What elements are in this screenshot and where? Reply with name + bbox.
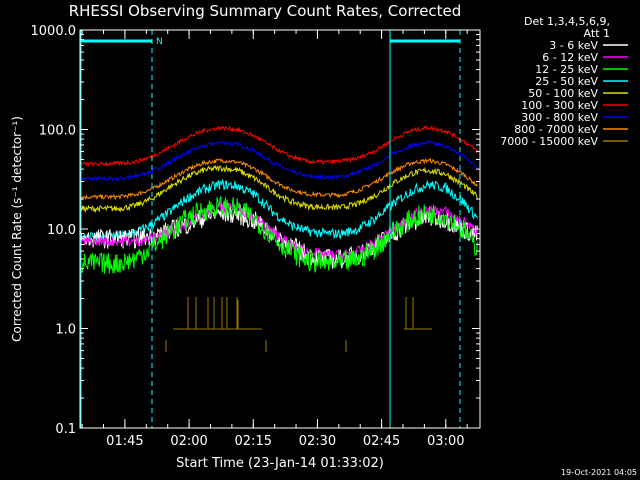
legend-entry: 800 - 7000 keV <box>514 123 598 136</box>
x-tick-label: 02:15 <box>235 434 272 449</box>
legend-entry: 50 - 100 keV <box>528 87 598 100</box>
y-axis-label: Corrected Count Rate (s⁻¹ detector⁻¹) <box>10 116 24 342</box>
y-axis: 0.1 1.0 10.0 100.0 1000.0 <box>31 24 480 437</box>
plot-area: N <box>79 30 478 428</box>
plot-frame <box>79 29 481 429</box>
series-line-800-7000keV <box>79 157 478 201</box>
night-marker-label: N <box>156 37 163 47</box>
legend-entry: 300 - 800 keV <box>521 111 598 124</box>
x-tick-label: 02:00 <box>170 434 207 449</box>
legend-entry: 100 - 300 keV <box>521 99 598 112</box>
legend-header: Det 1,3,4,5,6,9, <box>524 15 610 28</box>
series-line-50-100keV <box>79 164 478 214</box>
y-tick-label: 1.0 <box>55 323 76 338</box>
x-tick-label: 01:45 <box>106 434 143 449</box>
legend-entry: 3 - 6 keV <box>549 39 598 52</box>
x-axis-label: Start Time (23-Jan-14 01:33:02) <box>176 456 384 471</box>
footer-date: 19-Oct-2021 04:05 <box>561 468 637 477</box>
legend-header: Att 1 <box>584 27 610 40</box>
legend-entry: 7000 - 15000 keV <box>500 135 598 148</box>
y-tick-label: 10.0 <box>47 223 76 238</box>
legend-entry: 6 - 12 keV <box>542 51 598 64</box>
series-line-25-50keV <box>79 178 478 242</box>
y-tick-label: 0.1 <box>55 422 76 437</box>
x-axis: 01:45 02:00 02:15 02:30 02:45 03:00 <box>81 30 468 449</box>
y-tick-label: 1000.0 <box>31 24 77 39</box>
y-tick-label: 100.0 <box>39 124 76 139</box>
series-line-12-25keV <box>79 196 478 274</box>
chart-title: RHESSI Observing Summary Count Rates, Co… <box>69 2 462 20</box>
legend-entry: 12 - 25 keV <box>535 63 598 76</box>
x-tick-label: 03:00 <box>427 434 464 449</box>
legend-entry: 25 - 50 keV <box>535 75 598 88</box>
x-tick-label: 02:30 <box>299 434 336 449</box>
series-line-300-800keV <box>79 140 478 183</box>
x-tick-label: 02:45 <box>363 434 400 449</box>
series-line-7000-15000keV <box>165 297 432 352</box>
series-line-100-300keV <box>79 124 478 168</box>
